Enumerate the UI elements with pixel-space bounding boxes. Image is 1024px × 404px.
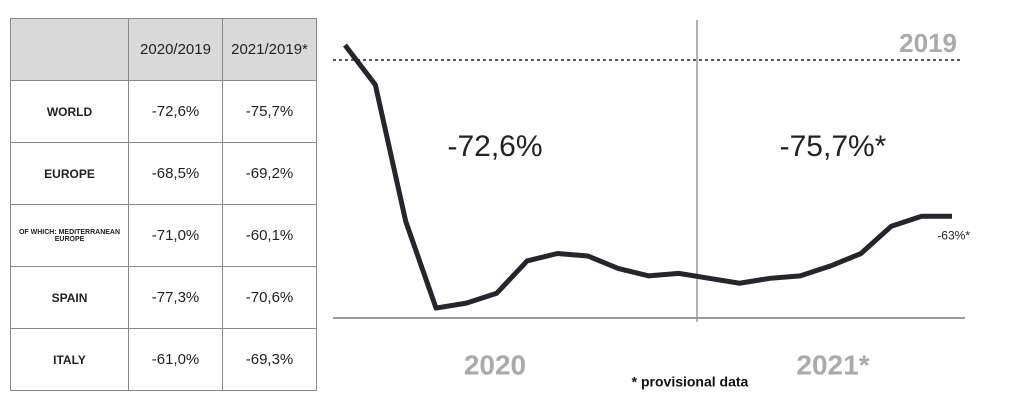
table-row: EUROPE -68,5% -69,2% (10, 142, 317, 205)
header-cell: 2021/2019* (222, 18, 317, 81)
header-row: 2020/2019 2021/2019* (10, 18, 317, 81)
table-cell: -68,5% (128, 142, 223, 205)
data-table: 2020/2019 2021/2019* WORLD -72,6% -75,7% EU… (10, 18, 317, 391)
table-cell: -71,0% (128, 204, 223, 267)
corner-cell (10, 18, 129, 81)
table-cell: -72,6% (128, 80, 223, 143)
period-label: 2020 (464, 349, 526, 380)
table-cell: -77,3% (128, 266, 223, 329)
table-cell: -70,6% (222, 266, 317, 329)
table-cell: -69,3% (222, 328, 317, 391)
table-row: OF WHICH: MEDITERRANEAN EUROPE -71,0% -60,… (10, 204, 317, 267)
row-label: SPAIN (10, 266, 129, 329)
data-line (343, 43, 952, 311)
row-label: ITALY (10, 328, 129, 391)
table-cell: -75,7% (222, 80, 317, 143)
table-cell: -69,2% (222, 142, 317, 205)
table-body: 2020/2019 2021/2019* WORLD -72,6% -75,7% EU… (10, 18, 317, 391)
table-row: ITALY -61,0% -69,3% (10, 328, 317, 391)
table-cell: -61,0% (128, 328, 223, 391)
table-row: SPAIN -77,3% -70,6% (10, 266, 317, 329)
table-row: WORLD -72,6% -75,7% (10, 80, 317, 143)
period-label: 2021* (796, 349, 869, 380)
annotation: -75,7%* (780, 130, 887, 163)
row-label: OF WHICH: MEDITERRANEAN EUROPE (10, 204, 129, 267)
table-cell: -60,1% (222, 204, 317, 267)
reference-label: 2019 (899, 28, 957, 58)
value-label: -63%* (937, 228, 970, 242)
row-label: EUROPE (10, 142, 129, 205)
annotation: -72,6% (447, 130, 542, 163)
footnote: * provisional data (632, 374, 749, 390)
